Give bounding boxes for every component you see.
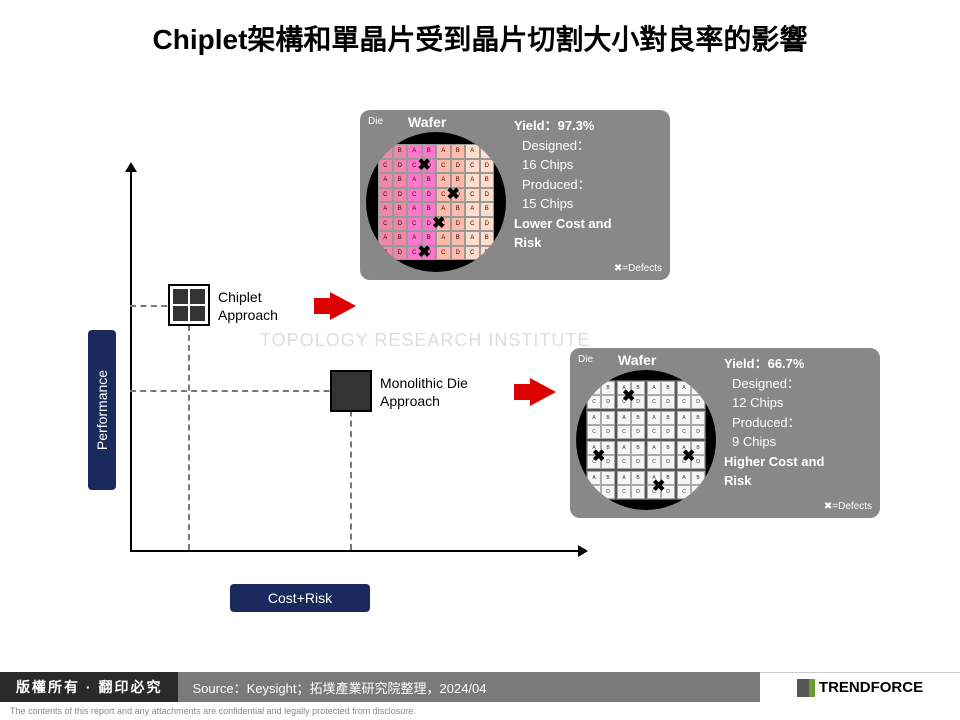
page-title: Chiplet架構和單晶片受到晶片切割大小對良率的影響 [0, 0, 960, 66]
arrow-icon [530, 378, 556, 406]
source-label: Source：Keysight；拓墣產業研究院整理，2024/04 [178, 672, 760, 702]
arrow-icon [330, 292, 356, 320]
dash-line [350, 390, 352, 550]
x-axis-label: Cost+Risk [230, 584, 370, 612]
defects-legend: ✖=Defects [824, 501, 872, 512]
chiplet-label: Chiplet Approach [218, 288, 278, 324]
die-label: Die [578, 354, 593, 365]
dash-line [188, 305, 190, 550]
wafer-circle: ABABABABCDCDCDCDABABABABCDCDCDCDABABABAB… [366, 132, 506, 272]
dash-line [130, 390, 350, 392]
mono-grid: ABCDABCDABCDABCDABCDABCDABCDABCDABCDABCD… [586, 380, 706, 500]
wafer-stats: Yield：97.3% Designed： 16 Chips Produced：… [514, 116, 612, 253]
y-axis-label: Performance [88, 330, 116, 490]
x-axis-arrow [578, 545, 588, 557]
monolithic-label: Monolithic Die Approach [380, 374, 468, 410]
footer: 版權所有 · 翻印必究 Source：Keysight；拓墣產業研究院整理，20… [0, 672, 960, 720]
defects-legend: ✖=Defects [614, 263, 662, 274]
copyright-label: 版權所有 · 翻印必究 [0, 672, 178, 702]
y-axis [130, 170, 132, 550]
wafer-title: Wafer [408, 114, 446, 130]
brand-logo: TRENDFORCE [760, 672, 960, 702]
wafer-title: Wafer [618, 352, 656, 368]
monolithic-icon [330, 370, 372, 412]
disclaimer: The contents of this report and any atta… [0, 702, 960, 720]
trendforce-icon [797, 679, 815, 697]
chiplet-grid: ABABABABCDCDCDCDABABABABCDCDCDCDABABABAB… [378, 144, 494, 260]
y-axis-arrow [125, 162, 137, 172]
die-label: Die [368, 116, 383, 127]
wafer-card-chiplet: Die Wafer ABABABABCDCDCDCDABABABABCDCDCD… [360, 110, 670, 280]
diagram-canvas: Performance Cost+Risk Chiplet Approach M… [60, 110, 900, 630]
wafer-card-monolithic: Die Wafer ABCDABCDABCDABCDABCDABCDABCDAB… [570, 348, 880, 518]
chiplet-icon [168, 284, 210, 326]
wafer-circle: ABCDABCDABCDABCDABCDABCDABCDABCDABCDABCD… [576, 370, 716, 510]
x-axis [130, 550, 580, 552]
wafer-stats: Yield：66.7% Designed： 12 Chips Produced：… [724, 354, 824, 491]
